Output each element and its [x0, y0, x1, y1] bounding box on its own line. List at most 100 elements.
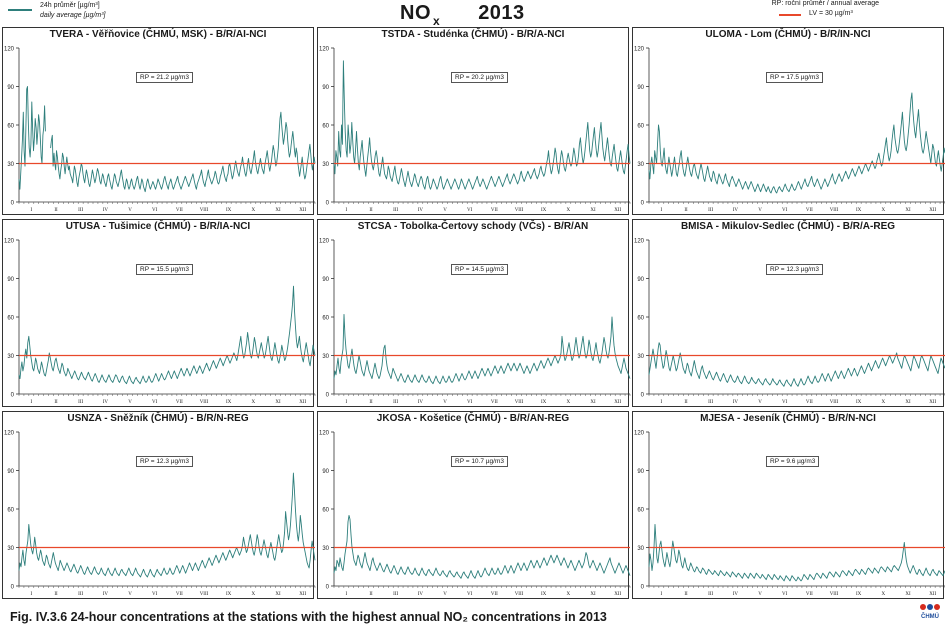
daily-average-line [648, 92, 945, 194]
month-label: I [660, 208, 662, 213]
daily-average-line [333, 313, 631, 385]
y-tick-label: 30 [322, 354, 329, 360]
annual-average-label: RP = 9.6 µg/m3 [766, 456, 820, 467]
chart-title: UTUSA - Tušimice (ČHMÚ) - B/R/IA-NCI [65, 221, 251, 232]
month-label: VI [467, 208, 473, 213]
y-tick-label: 90 [7, 469, 14, 475]
month-label: XI [905, 592, 911, 597]
y-tick-label: 30 [637, 162, 644, 168]
y-tick-label: 60 [637, 508, 644, 514]
chart-panel: ULOMA - Lom (ČHMÚ) - B/R/IN-NCI 0 30 60 90 12… [632, 27, 945, 215]
month-label: I [660, 400, 662, 405]
month-label: VI [152, 400, 158, 405]
month-label: VIII [830, 592, 839, 597]
daily-average-line [18, 86, 316, 193]
y-tick-label: 120 [4, 47, 15, 53]
legend-lv: LV = 30 µg/m³ [809, 10, 853, 17]
month-label: VII [491, 208, 498, 213]
month-label: V [758, 208, 762, 213]
y-tick-label: 120 [319, 47, 330, 53]
month-label: II [684, 592, 688, 597]
month-label: XII [614, 208, 621, 213]
month-label: IX [856, 208, 862, 213]
y-tick-label: 0 [11, 393, 15, 399]
month-label: II [54, 208, 58, 213]
month-label: II [54, 592, 58, 597]
month-label: I [30, 592, 32, 597]
y-tick-label: 30 [7, 546, 14, 552]
month-label: I [30, 400, 32, 405]
month-label: VII [806, 208, 813, 213]
month-label: XII [929, 208, 936, 213]
y-tick-label: 30 [322, 162, 329, 168]
month-label: V [443, 400, 447, 405]
y-tick-label: 60 [7, 316, 14, 322]
month-label: IV [103, 400, 109, 405]
month-label: III [393, 400, 398, 405]
month-label: VII [176, 208, 183, 213]
month-label: II [369, 592, 373, 597]
daily-average-swatch [8, 9, 32, 11]
month-label: X [567, 208, 571, 213]
y-tick-label: 120 [4, 239, 15, 245]
logo-dot-blue [927, 604, 933, 610]
month-label: III [393, 592, 398, 597]
annual-average-label: RP = 12.3 µg/m3 [136, 456, 193, 467]
y-tick-label: 0 [11, 585, 15, 591]
month-label: X [882, 208, 886, 213]
annual-average-label: RP = 20.2 µg/m3 [451, 72, 508, 83]
month-label: XII [929, 400, 936, 405]
month-label: IV [103, 208, 109, 213]
month-label: XII [614, 592, 621, 597]
chart-panel: MJESA - Jeseník (ČHMÚ) - B/R/N-NCI 0 30 60 9… [632, 411, 945, 599]
month-label: IV [418, 592, 424, 597]
month-label: IX [856, 592, 862, 597]
y-tick-label: 0 [326, 201, 330, 207]
month-label: XI [275, 208, 281, 213]
chart-panel: TVERA - Věřňovice (ČHMÚ, MSK) - B/R/AI-N… [2, 27, 316, 215]
title-year: 2013 [478, 2, 525, 24]
month-label: VIII [830, 208, 839, 213]
y-tick-label: 120 [4, 431, 15, 437]
chart-title: MJESA - Jeseník (ČHMÚ) - B/R/N-NCI [700, 413, 876, 424]
y-tick-label: 90 [322, 469, 329, 475]
daily-average-line [18, 285, 316, 385]
month-label: V [758, 592, 762, 597]
month-label: VII [176, 400, 183, 405]
month-label: X [882, 592, 886, 597]
annual-average-label: RP = 15.5 µg/m3 [136, 264, 193, 275]
month-label: I [30, 208, 32, 213]
month-label: VII [806, 592, 813, 597]
month-label: IV [733, 208, 739, 213]
month-label: VI [782, 208, 788, 213]
month-label: II [684, 208, 688, 213]
month-label: IV [418, 400, 424, 405]
month-label: X [252, 400, 256, 405]
y-tick-label: 30 [7, 162, 14, 168]
chart-title: JKOSA - Košetice (ČHMÚ) - B/R/AN-REG [376, 413, 570, 424]
month-label: XI [590, 592, 596, 597]
y-tick-label: 30 [637, 546, 644, 552]
y-tick-label: 120 [634, 47, 645, 53]
title-subscript: x [433, 14, 441, 28]
y-tick-label: 30 [637, 354, 644, 360]
chart-panel: TSTDA - Studénka (ČHMÚ) - B/R/A-NCI 0 30 60… [317, 27, 631, 215]
month-label: II [369, 208, 373, 213]
month-label: IX [226, 208, 232, 213]
month-label: VII [491, 592, 498, 597]
limit-value-swatch [779, 14, 801, 16]
month-label: III [78, 400, 83, 405]
y-tick-label: 60 [322, 124, 329, 130]
month-label: III [708, 208, 713, 213]
month-label: VI [152, 208, 158, 213]
daily-average-line [648, 342, 945, 387]
month-label: XI [590, 208, 596, 213]
y-tick-label: 0 [326, 585, 330, 591]
y-tick-label: 60 [637, 124, 644, 130]
month-label: V [128, 208, 132, 213]
